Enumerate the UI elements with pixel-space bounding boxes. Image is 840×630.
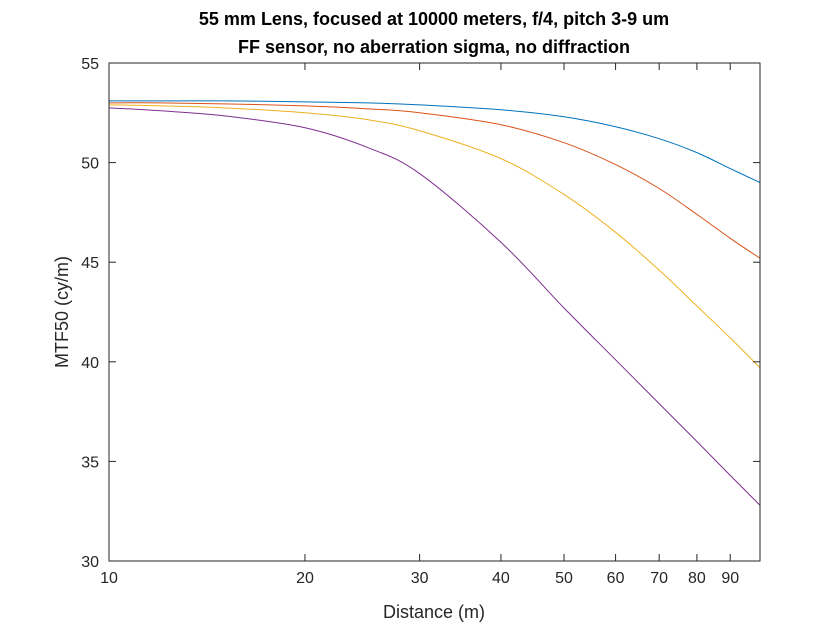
axes-box xyxy=(108,62,761,562)
axis-ticks: 10 20 30 40 50 60 70 80 90 30 35 40 45 50 55 xyxy=(81,56,760,587)
plot-area xyxy=(109,63,760,561)
x-tick-label: 50 xyxy=(555,570,573,587)
chart-title-line-2: FF sensor, no aberration sigma, no diffr… xyxy=(238,37,630,57)
series-line-4 xyxy=(108,107,761,506)
x-axis-label: Distance (m) xyxy=(383,602,485,622)
x-tick-label: 40 xyxy=(492,570,510,587)
x-tick-label: 10 xyxy=(100,570,118,587)
series-line-2 xyxy=(108,102,761,259)
series-line-1 xyxy=(109,100,761,183)
y-tick-label: 35 xyxy=(81,454,99,471)
y-tick-label: 45 xyxy=(81,255,99,272)
y-axis-label: MTF50 (cy/m) xyxy=(52,256,72,368)
y-tick-label: 30 xyxy=(81,554,99,571)
x-tick-label: 80 xyxy=(688,570,706,587)
x-tick-label: 90 xyxy=(721,570,739,587)
y-tick-label: 50 xyxy=(81,156,99,173)
x-tick-label: 60 xyxy=(607,570,625,587)
chart-title-line-1: 55 mm Lens, focused at 10000 meters, f/4… xyxy=(199,9,669,29)
y-tick-label: 40 xyxy=(81,355,99,372)
y-tick-label: 55 xyxy=(81,56,99,73)
x-tick-label: 30 xyxy=(411,570,429,587)
series-lines xyxy=(108,100,761,506)
series-line-3 xyxy=(108,104,761,369)
x-tick-label: 20 xyxy=(296,570,314,587)
x-tick-label: 70 xyxy=(650,570,668,587)
